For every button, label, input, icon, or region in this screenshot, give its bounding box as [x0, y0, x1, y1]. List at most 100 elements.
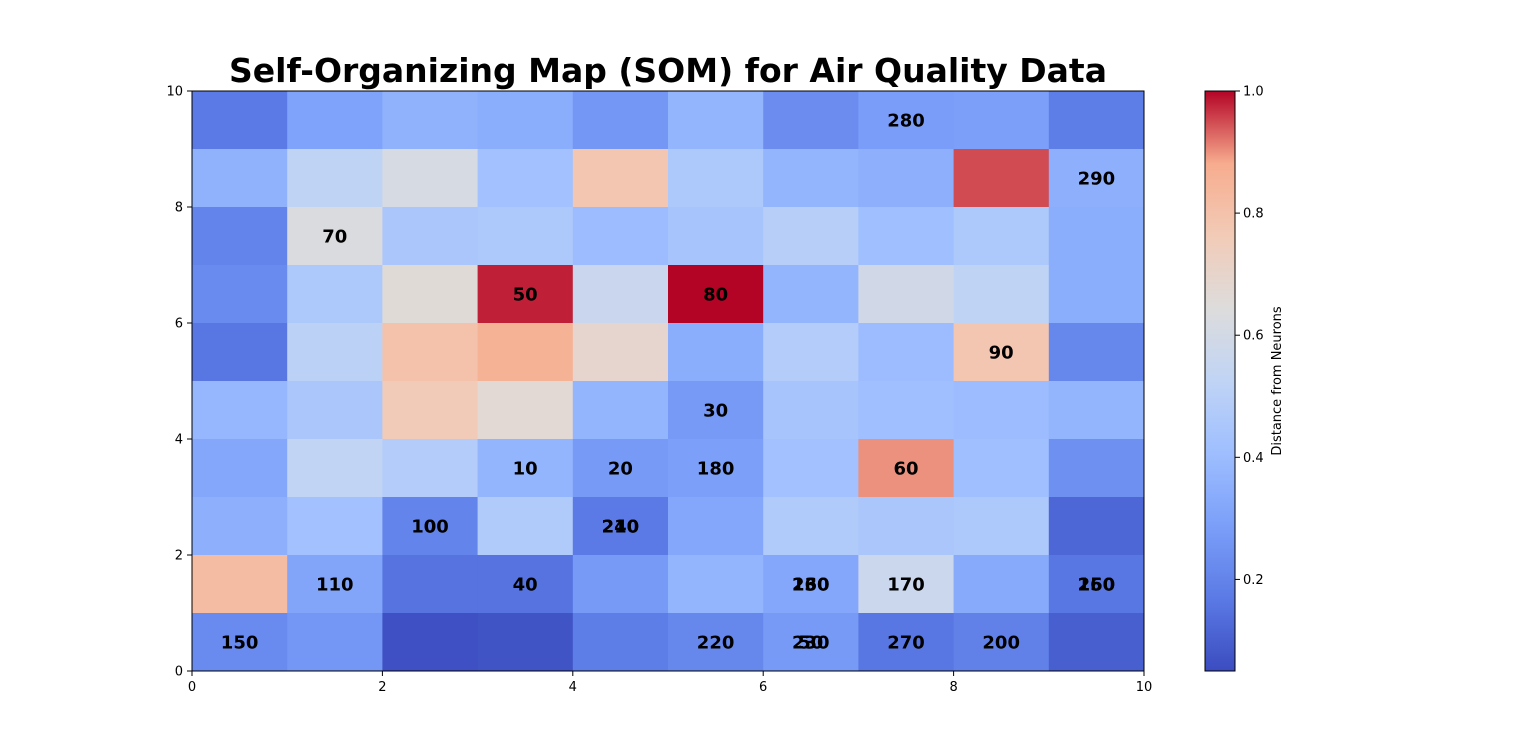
x-tick-label: 8 — [949, 680, 957, 695]
heatmap-cell — [192, 497, 288, 556]
heatmap-cell — [763, 207, 859, 266]
cell-annotation: 10 — [513, 459, 538, 480]
cell-annotation: 260 — [792, 575, 830, 596]
cell-annotation: 0 — [424, 517, 437, 538]
heatmap-cell — [382, 613, 479, 672]
colorbar-label: Distance from Neurons — [1270, 306, 1285, 456]
heatmap-cell — [477, 149, 574, 208]
heatmap-cell — [382, 149, 479, 208]
heatmap-cell — [572, 149, 669, 208]
heatmap-cell — [668, 91, 764, 150]
y-axis: 0 2 4 6 8 10 — [166, 85, 192, 680]
heatmap-cell — [668, 149, 764, 208]
heatmap-cell — [1048, 323, 1145, 382]
heatmap-cell — [287, 265, 383, 324]
cell-annotation: 270 — [887, 633, 925, 654]
heatmap-cell — [192, 381, 288, 440]
heatmap-cell — [287, 613, 383, 672]
heatmap-cell — [1048, 207, 1145, 266]
heatmap-cell — [953, 323, 1050, 382]
cell-annotation: 250 — [1078, 575, 1116, 596]
heatmap-cell — [572, 323, 669, 382]
heatmap-cell — [192, 265, 288, 324]
heatmap-cell — [382, 439, 479, 498]
heatmap-cell — [763, 497, 859, 556]
heatmap-cell — [382, 207, 479, 266]
y-tick-label: 2 — [175, 549, 183, 564]
y-tick-label: 4 — [175, 433, 183, 448]
heatmap-cell — [477, 91, 574, 150]
heatmap-cell — [953, 91, 1050, 150]
heatmap-cell — [192, 439, 288, 498]
heatmap-cell — [668, 207, 764, 266]
heatmap-cell — [668, 613, 764, 672]
x-tick-label: 10 — [1136, 680, 1153, 695]
heatmap-cell — [192, 613, 288, 672]
heatmap-cell — [668, 439, 764, 498]
heatmap-cell — [858, 149, 955, 208]
heatmap-cell — [763, 149, 859, 208]
heatmap-cell — [192, 323, 288, 382]
heatmap-cell — [192, 207, 288, 266]
heatmap-cell — [477, 555, 574, 614]
plot-frame — [191, 90, 1145, 672]
heatmap-cell — [477, 439, 574, 498]
heatmap-cell — [668, 497, 764, 556]
cell-annotation: 240 — [602, 517, 640, 538]
heatmap-cell — [287, 555, 383, 614]
colorbar-gradient — [1204, 90, 1236, 672]
heatmap-cell — [858, 381, 955, 440]
cell-annotation: 90 — [989, 343, 1014, 364]
cell-annotation: 150 — [221, 633, 259, 654]
colorbar-tick-label: 0.6 — [1243, 329, 1264, 344]
cell-annotation: 230 — [792, 633, 830, 654]
cell-annotation: 50 — [798, 633, 823, 654]
heatmap-cell — [858, 91, 955, 150]
colorbar: 0.2 0.4 0.6 0.8 1.0 Distance from Neurons — [1204, 85, 1285, 672]
colorbar-tick-label: 0.2 — [1243, 573, 1264, 588]
heatmap-cell — [1048, 149, 1145, 208]
heatmap-cell — [953, 207, 1050, 266]
heatmap-cell — [1048, 439, 1145, 498]
cell-annotation: 220 — [697, 633, 735, 654]
cell-annotation: 40 — [513, 575, 538, 596]
cell-annotation: 200 — [982, 633, 1020, 654]
cell-annotation: 170 — [887, 575, 925, 596]
heatmap-cell — [572, 497, 669, 556]
heatmap-cell — [572, 439, 669, 498]
heatmap-cell — [953, 149, 1050, 208]
x-axis: 0 2 4 6 8 10 — [188, 671, 1152, 695]
cell-annotation: 70 — [322, 227, 347, 248]
heatmap-cell — [953, 265, 1050, 324]
heatmap-cell — [1048, 91, 1145, 150]
heatmap-cell — [858, 265, 955, 324]
cell-annotation: 180 — [697, 459, 735, 480]
heatmap-cell — [1048, 613, 1145, 672]
heatmap-cell — [192, 149, 288, 208]
heatmap-cell — [477, 613, 574, 672]
x-tick-label: 2 — [378, 680, 386, 695]
y-tick-label: 6 — [175, 317, 183, 332]
heatmap-cell — [668, 323, 764, 382]
heatmap-cell — [287, 323, 383, 382]
colorbar-tick-label: 0.8 — [1243, 207, 1264, 222]
heatmap-cell — [287, 207, 383, 266]
x-tick-label: 4 — [569, 680, 577, 695]
heatmap-cell — [477, 265, 574, 324]
chart-title: Self-Organizing Map (SOM) for Air Qualit… — [229, 51, 1107, 90]
cell-annotation: 160 — [1078, 575, 1116, 596]
heatmap-cell — [763, 439, 859, 498]
heatmap-cell — [668, 265, 764, 324]
heatmap-cell — [953, 497, 1050, 556]
heatmap-cell — [477, 207, 574, 266]
heatmap-cell — [192, 91, 288, 150]
heatmap-cell — [1048, 265, 1145, 324]
heatmap-cell — [763, 323, 859, 382]
heatmap-cell — [287, 381, 383, 440]
heatmap-cell — [763, 91, 859, 150]
heatmap-cell — [382, 91, 479, 150]
heatmap-cell — [572, 555, 669, 614]
heatmap-cell — [953, 381, 1050, 440]
heatmap-cell — [382, 555, 479, 614]
